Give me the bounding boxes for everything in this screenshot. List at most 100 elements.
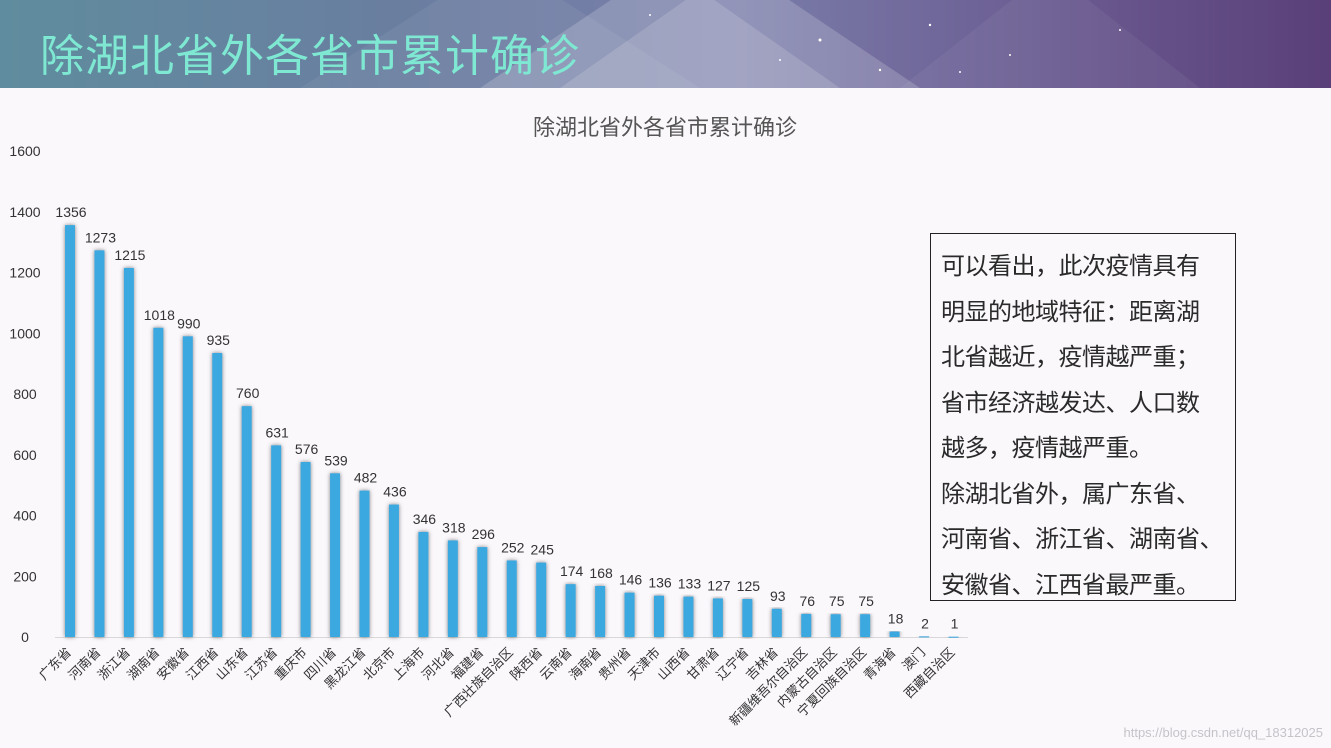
x-tick-label: 安徽省 [154,645,192,683]
x-tick-label: 浙江省 [96,645,134,683]
note-line: 北省越近，疫情越严重； [941,343,1200,371]
x-tick-label: 河南省 [65,645,104,684]
data-label: 93 [770,588,786,604]
y-tick-label: 1200 [9,265,40,281]
data-label: 539 [324,452,348,468]
bar [506,560,517,637]
data-label: 2 [921,615,929,631]
data-label: 75 [858,593,874,609]
bar [919,636,930,638]
note-line: 明显的地域特征：距离湖 [941,297,1200,326]
data-label: 935 [207,332,231,348]
bar [889,631,900,637]
data-label: 436 [383,484,407,500]
x-tick-label: 甘肃省 [685,645,723,683]
bar [447,540,458,637]
banner-decoration [300,0,1200,88]
y-tick-label: 200 [13,568,37,584]
bar [624,592,635,637]
y-tick-label: 0 [21,629,29,645]
note-line: 河南省、浙江省、湖南省、 [941,525,1224,553]
data-label: 990 [177,315,201,331]
watermark: https://blog.csdn.net/qq_18312025 [1123,725,1324,740]
bar [654,595,664,637]
data-label: 1018 [144,307,175,323]
data-label: 133 [678,576,702,592]
bar [271,445,282,637]
bar [477,547,488,637]
chart-title: 除湖北省外各省市累计确诊 [533,116,797,141]
x-tick-label: 青海省 [861,645,899,683]
data-label: 760 [236,385,260,401]
note-line: 除湖北省外，属广东省、 [941,479,1200,508]
bar [683,596,694,637]
data-label: 136 [648,575,672,591]
x-tick-label: 江西省 [184,645,222,683]
data-label: 1 [951,616,959,632]
data-label: 125 [737,578,761,594]
x-tick-label: 山西省 [655,645,693,683]
note-line: 省市经济越发达、人口数 [941,388,1200,417]
data-label: 18 [888,611,904,627]
data-label: 245 [531,542,555,558]
bar [418,531,429,637]
data-label: 1215 [114,247,145,263]
y-tick-label: 800 [13,386,37,402]
data-label: 75 [829,593,845,609]
bar [212,352,223,637]
x-tick-label: 北京市 [360,645,399,684]
bar [565,584,576,637]
bar-chart: 除湖北省外各省市累计确诊 0 200 400 600 800 1000 1200 1400 160… [9,116,968,729]
y-tick-label: 1000 [9,325,40,341]
data-label: 631 [265,424,289,440]
bar [948,636,959,638]
analysis-note-box: 可以看出，此次疫情具有 明显的地域特征：距离湖 北省越近，疫情越严重； 省市经济… [930,233,1236,601]
bar [595,585,606,637]
y-tick-label: 600 [13,447,37,463]
bar [536,562,547,637]
x-tick-label: 贵州省 [596,645,634,683]
y-tick-label: 1400 [9,204,40,220]
bar [771,608,782,637]
data-label: 296 [472,526,496,542]
x-tick-label: 重庆市 [272,645,311,684]
data-label: 127 [707,577,731,593]
bar [94,250,105,638]
bar [153,327,164,637]
data-label: 482 [354,470,378,486]
bar [241,406,252,637]
x-tick-label: 海南省 [566,645,605,684]
data-label: 1273 [85,229,116,245]
y-tick-label: 400 [13,508,37,524]
x-tick-label: 云南省 [537,645,576,684]
bar [330,473,341,637]
x-tick-label: 湖南省 [124,645,163,684]
x-tick-label: 天津市 [625,645,664,684]
bar [801,613,812,637]
x-tick-label: 广东省 [37,645,75,683]
page-title: 除湖北省外各省市累计确诊 [40,31,580,82]
bar [742,599,753,637]
x-tick-label: 陕西省 [508,645,546,683]
bar [388,504,399,637]
data-label: 146 [619,572,643,588]
x-tick-label: 江苏省 [242,645,281,684]
bar [123,267,134,637]
note-line: 安徽省、江西省最严重。 [941,570,1200,599]
data-label: 168 [589,565,613,581]
bar [182,336,193,637]
data-label: 346 [413,511,437,527]
data-label: 576 [295,441,319,457]
x-tick-label: 河北省 [419,645,457,683]
note-line: 越多，疫情越严重。 [941,434,1153,462]
data-label: 252 [501,539,525,555]
x-tick-label: 山东省 [213,645,251,683]
bar [860,614,871,637]
bar [830,614,841,637]
x-tick-label: 上海市 [389,645,428,684]
title-banner: 除湖北省外各省市累计确诊 [0,0,1331,88]
bar [300,462,311,637]
data-label: 1356 [55,204,86,220]
data-label: 76 [799,593,815,609]
data-label: 174 [560,563,584,579]
